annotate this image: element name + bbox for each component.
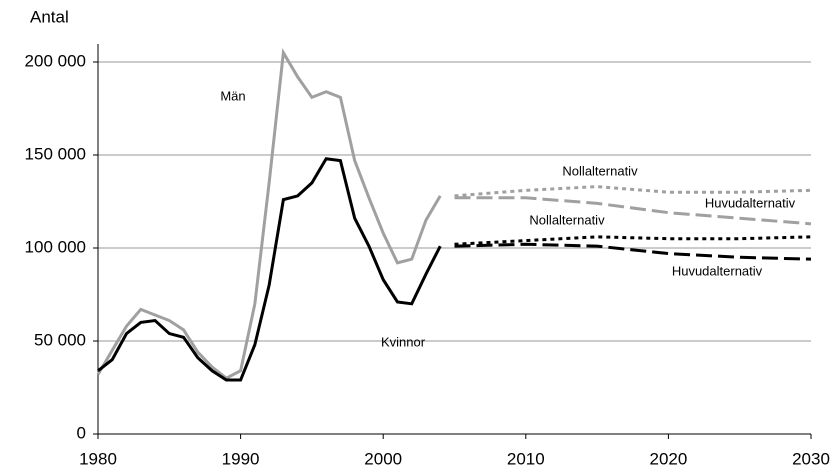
y-tick-label: 0	[77, 423, 86, 442]
x-tick-label: 2000	[364, 449, 402, 468]
series-line	[454, 185, 812, 198]
y-axis-label: Antal	[30, 7, 69, 26]
series-label: Nollalternativ	[529, 212, 605, 227]
x-tick-label: 1980	[79, 449, 117, 468]
series-label: Män	[220, 88, 245, 103]
y-tick-label: 50 000	[34, 330, 86, 349]
x-tick-label: 1990	[222, 449, 260, 468]
series-label: Huvudalternativ	[672, 263, 763, 278]
series-line	[97, 157, 442, 382]
series-line	[96, 48, 442, 380]
x-tick-label: 2010	[507, 449, 545, 468]
series-line	[454, 235, 812, 246]
x-tick-label: 2020	[649, 449, 687, 468]
y-tick-label: 150 000	[25, 144, 86, 163]
y-tick-label: 200 000	[25, 51, 86, 70]
series-line	[454, 242, 812, 261]
series-label: Kvinnor	[381, 334, 426, 349]
series-label: Nollalternativ	[562, 163, 638, 178]
y-tick-label: 100 000	[25, 237, 86, 256]
x-tick-label: 2030	[792, 449, 830, 468]
series-line	[454, 196, 812, 226]
series-label: Huvudalternativ	[705, 195, 796, 210]
